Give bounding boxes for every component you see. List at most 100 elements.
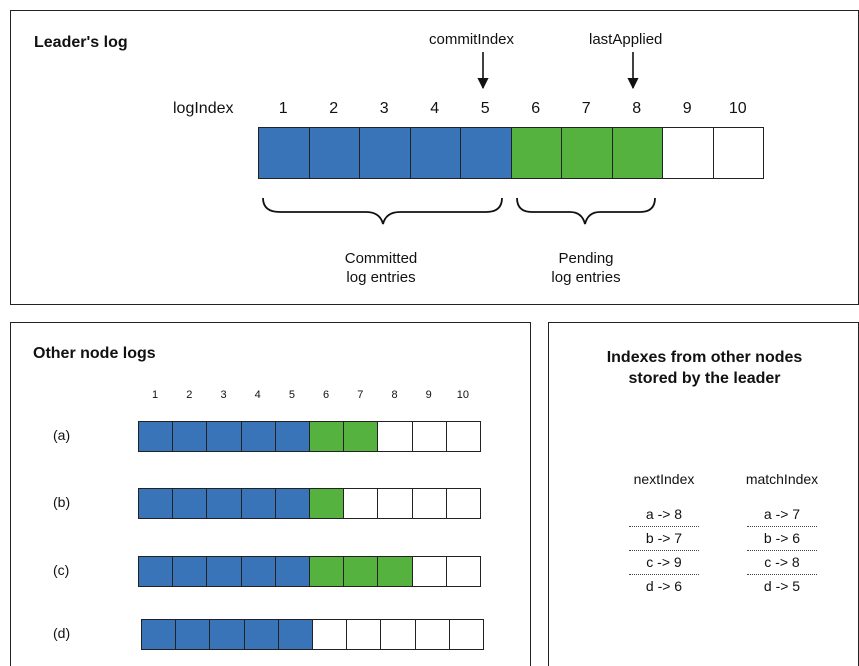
indexes-title-line-2: stored by the leader — [628, 370, 781, 387]
other-node-log-entry — [172, 421, 208, 452]
other-node-log-entry — [240, 421, 276, 452]
other-node-label: (b) — [53, 494, 71, 510]
log-index-label: logIndex — [173, 100, 234, 117]
next-index-entry: c -> 9 — [646, 554, 682, 570]
other-node-log-entry — [411, 556, 447, 587]
other-index-number: 7 — [357, 389, 364, 401]
leader-log-entry — [561, 127, 613, 179]
committed-caption-line-2: log entries — [346, 269, 416, 286]
leader-index-number: 10 — [728, 100, 747, 117]
match-index-entry: a -> 7 — [763, 506, 801, 522]
leader-log-entry — [359, 127, 411, 179]
leader-log-entry — [258, 127, 310, 179]
other-node-log-entry — [448, 619, 484, 650]
other-node-log-entry — [206, 421, 242, 452]
leader-index-number: 7 — [581, 100, 591, 117]
match-index-header: matchIndex — [745, 471, 819, 487]
other-node-log-entry — [172, 556, 208, 587]
other-node-log-entry — [240, 556, 276, 587]
next-index-separator — [629, 550, 699, 551]
leader-index-number: 5 — [480, 100, 490, 117]
match-index-separator — [747, 550, 817, 551]
other-node-log-entry — [346, 619, 382, 650]
other-node-log-entry — [414, 619, 450, 650]
leader-index-number: 3 — [379, 100, 389, 117]
next-index-separator — [629, 574, 699, 575]
next-index-header: nextIndex — [633, 471, 695, 487]
other-node-log-entry — [141, 619, 177, 650]
other-node-label: (d) — [53, 625, 71, 641]
other-node-log-entry — [377, 488, 413, 519]
last-applied-label: lastApplied — [589, 31, 663, 48]
other-node-label: (c) — [53, 562, 70, 578]
leader-log-entry — [662, 127, 714, 179]
other-index-number: 2 — [186, 389, 193, 401]
other-index-number: 8 — [391, 389, 398, 401]
pending-caption-line-1: Pending — [558, 250, 614, 267]
other-index-number: 3 — [220, 389, 227, 401]
leader-index-number: 2 — [329, 100, 339, 117]
other-node-log-entry — [377, 556, 413, 587]
other-node-logs-title: Other node logs — [33, 345, 156, 362]
other-node-log-entry — [343, 556, 379, 587]
other-node-log-entry — [343, 421, 379, 452]
other-node-log-entry — [309, 421, 345, 452]
other-node-log-entry — [380, 619, 416, 650]
other-node-log-entry — [274, 556, 310, 587]
leader-log-entry — [611, 127, 663, 179]
other-node-log-entry — [309, 556, 345, 587]
leader-index-number: 4 — [430, 100, 440, 117]
other-index-number: 1 — [152, 389, 159, 401]
next-index-entry: b -> 7 — [645, 530, 683, 546]
other-index-number: 6 — [323, 389, 330, 401]
other-node-log-entry — [277, 619, 313, 650]
leader-index-number: 6 — [531, 100, 541, 117]
other-node-log-entry — [274, 421, 310, 452]
other-node-log-entry — [209, 619, 245, 650]
other-node-log-entry — [240, 488, 276, 519]
other-node-log-entry — [445, 421, 481, 452]
other-node-log-entry — [411, 421, 447, 452]
leader-log-title: Leader's log — [34, 34, 128, 51]
commit-index-label: commitIndex — [429, 31, 515, 48]
next-index-entry: a -> 8 — [645, 506, 683, 522]
indexes-title-line-1: Indexes from other nodes — [606, 349, 803, 366]
other-node-log-entry — [138, 488, 174, 519]
leader-log-panel: Leader's log logIndex 1 2 3 4 5 6 7 8 9 10 commit… — [10, 10, 859, 305]
indexes-title: Indexes from other nodes stored by the l… — [549, 347, 859, 389]
other-node-log-entry — [377, 421, 413, 452]
other-index-number: 4 — [254, 389, 261, 401]
other-node-log-entry — [309, 488, 345, 519]
other-index-number: 5 — [288, 389, 295, 401]
leader-index-number: 1 — [278, 100, 288, 117]
other-node-log-entry — [445, 556, 481, 587]
other-node-log-entry — [343, 488, 379, 519]
other-node-logs-panel: Other node logs 1 2 3 4 5 6 7 8 9 10 (a) (b) (c) (d) — [10, 322, 531, 666]
other-node-log-entry — [243, 619, 279, 650]
leader-log-entry — [510, 127, 562, 179]
other-node-log-entry — [312, 619, 348, 650]
other-node-log-entry — [274, 488, 310, 519]
other-index-number: 10 — [456, 389, 470, 401]
other-node-log-entry — [445, 488, 481, 519]
committed-caption: Committed log entries — [311, 249, 451, 287]
leader-index-number: 8 — [632, 100, 642, 117]
leader-log-entry — [712, 127, 764, 179]
other-node-log-entry — [206, 488, 242, 519]
other-index-number: 9 — [425, 389, 432, 401]
pending-caption: Pending log entries — [516, 249, 656, 287]
other-node-log-entry — [172, 488, 208, 519]
committed-caption-line-1: Committed — [344, 250, 418, 267]
match-index-separator — [747, 574, 817, 575]
match-index-entry: c -> 8 — [764, 554, 800, 570]
leader-log-entry — [460, 127, 512, 179]
other-node-label: (a) — [53, 427, 71, 443]
match-index-entry: b -> 6 — [763, 530, 801, 546]
other-node-log-entry — [206, 556, 242, 587]
other-node-log-entry — [138, 556, 174, 587]
leader-index-number: 9 — [682, 100, 692, 117]
next-index-entry: d -> 6 — [645, 578, 683, 594]
leader-log-entry — [409, 127, 461, 179]
next-index-separator — [629, 526, 699, 527]
other-node-log-entry — [138, 421, 174, 452]
